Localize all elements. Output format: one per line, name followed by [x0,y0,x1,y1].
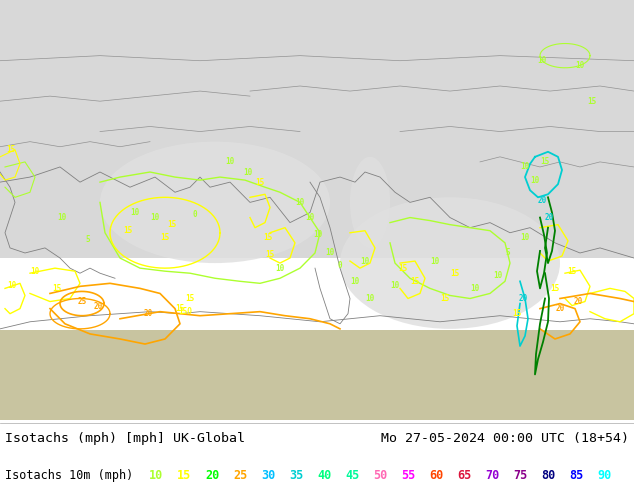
Text: 65: 65 [457,468,472,482]
Text: 10: 10 [430,257,439,266]
Text: Isotachs (mph) [mph] UK-Global: Isotachs (mph) [mph] UK-Global [5,432,245,444]
Text: 20: 20 [545,213,553,222]
Text: 0: 0 [338,261,342,270]
Text: 15: 15 [398,264,408,272]
Text: 10: 10 [313,230,323,239]
Text: 10: 10 [243,168,252,176]
Text: 10: 10 [351,277,359,286]
Text: 40: 40 [317,468,332,482]
Text: 25: 25 [233,468,247,482]
Text: 15: 15 [160,233,170,242]
Text: 5: 5 [86,235,90,245]
Text: 15O: 15O [178,307,192,316]
Text: 15: 15 [176,304,184,313]
Text: 10: 10 [149,468,164,482]
Text: 10: 10 [150,213,160,222]
Text: 20: 20 [143,309,153,318]
Text: 80: 80 [541,468,555,482]
Text: 15: 15 [450,269,460,278]
Text: 10: 10 [131,208,139,217]
Text: 10: 10 [306,213,314,222]
Text: 15: 15 [441,294,450,303]
Text: 20: 20 [555,304,565,313]
Text: 75: 75 [514,468,527,482]
Text: 10: 10 [8,281,16,290]
Text: 15: 15 [53,284,61,293]
Text: Mo 27-05-2024 00:00 UTC (18+54): Mo 27-05-2024 00:00 UTC (18+54) [381,432,629,444]
Text: 20: 20 [573,297,583,306]
Text: 10: 10 [360,257,370,266]
Text: 15: 15 [550,284,560,293]
Text: 10: 10 [493,271,503,280]
Text: 20: 20 [93,302,103,311]
Text: 70: 70 [485,468,500,482]
Text: 10: 10 [531,175,540,185]
Text: 60: 60 [429,468,444,482]
Text: 90: 90 [597,468,612,482]
Text: 15: 15 [410,277,420,286]
Text: 20: 20 [538,196,547,205]
Text: 10: 10 [275,264,285,272]
Text: 10: 10 [325,248,335,257]
Text: 10: 10 [391,281,399,290]
Text: 10: 10 [521,233,529,242]
Text: 15: 15 [263,233,273,242]
Text: 15: 15 [6,145,16,154]
Ellipse shape [350,157,390,248]
Bar [0,330,634,420]
Text: 20: 20 [519,294,527,303]
Text: 5: 5 [506,248,510,257]
Text: 15: 15 [266,250,275,260]
Text: 45: 45 [346,468,359,482]
Text: 30: 30 [261,468,276,482]
Text: Isotachs 10m (mph): Isotachs 10m (mph) [5,468,133,482]
Text: 85: 85 [569,468,583,482]
Text: 10: 10 [225,157,235,167]
Text: 10: 10 [470,284,480,293]
Text: 10: 10 [576,61,585,70]
Text: 10: 10 [521,163,529,172]
Text: 15: 15 [512,309,522,318]
Text: 10: 10 [30,267,39,276]
Text: 10: 10 [295,198,304,207]
Text: 50: 50 [373,468,387,482]
Text: 55: 55 [401,468,415,482]
Text: 15: 15 [540,157,550,167]
Text: 15: 15 [256,178,264,187]
Text: 10: 10 [57,213,67,222]
Ellipse shape [340,197,560,329]
Text: 15: 15 [185,294,195,303]
Text: 15: 15 [567,267,577,276]
Text: 35: 35 [289,468,304,482]
Bar [0,0,634,258]
Text: 0: 0 [193,210,197,219]
Text: 25: 25 [77,297,87,306]
Text: 15: 15 [587,97,597,106]
Text: 20: 20 [205,468,219,482]
Text: 10: 10 [538,56,547,65]
Text: 15: 15 [178,468,191,482]
Text: 10: 10 [365,294,375,303]
Text: 15: 15 [167,220,177,229]
Ellipse shape [100,142,330,263]
Text: 15: 15 [124,226,133,235]
